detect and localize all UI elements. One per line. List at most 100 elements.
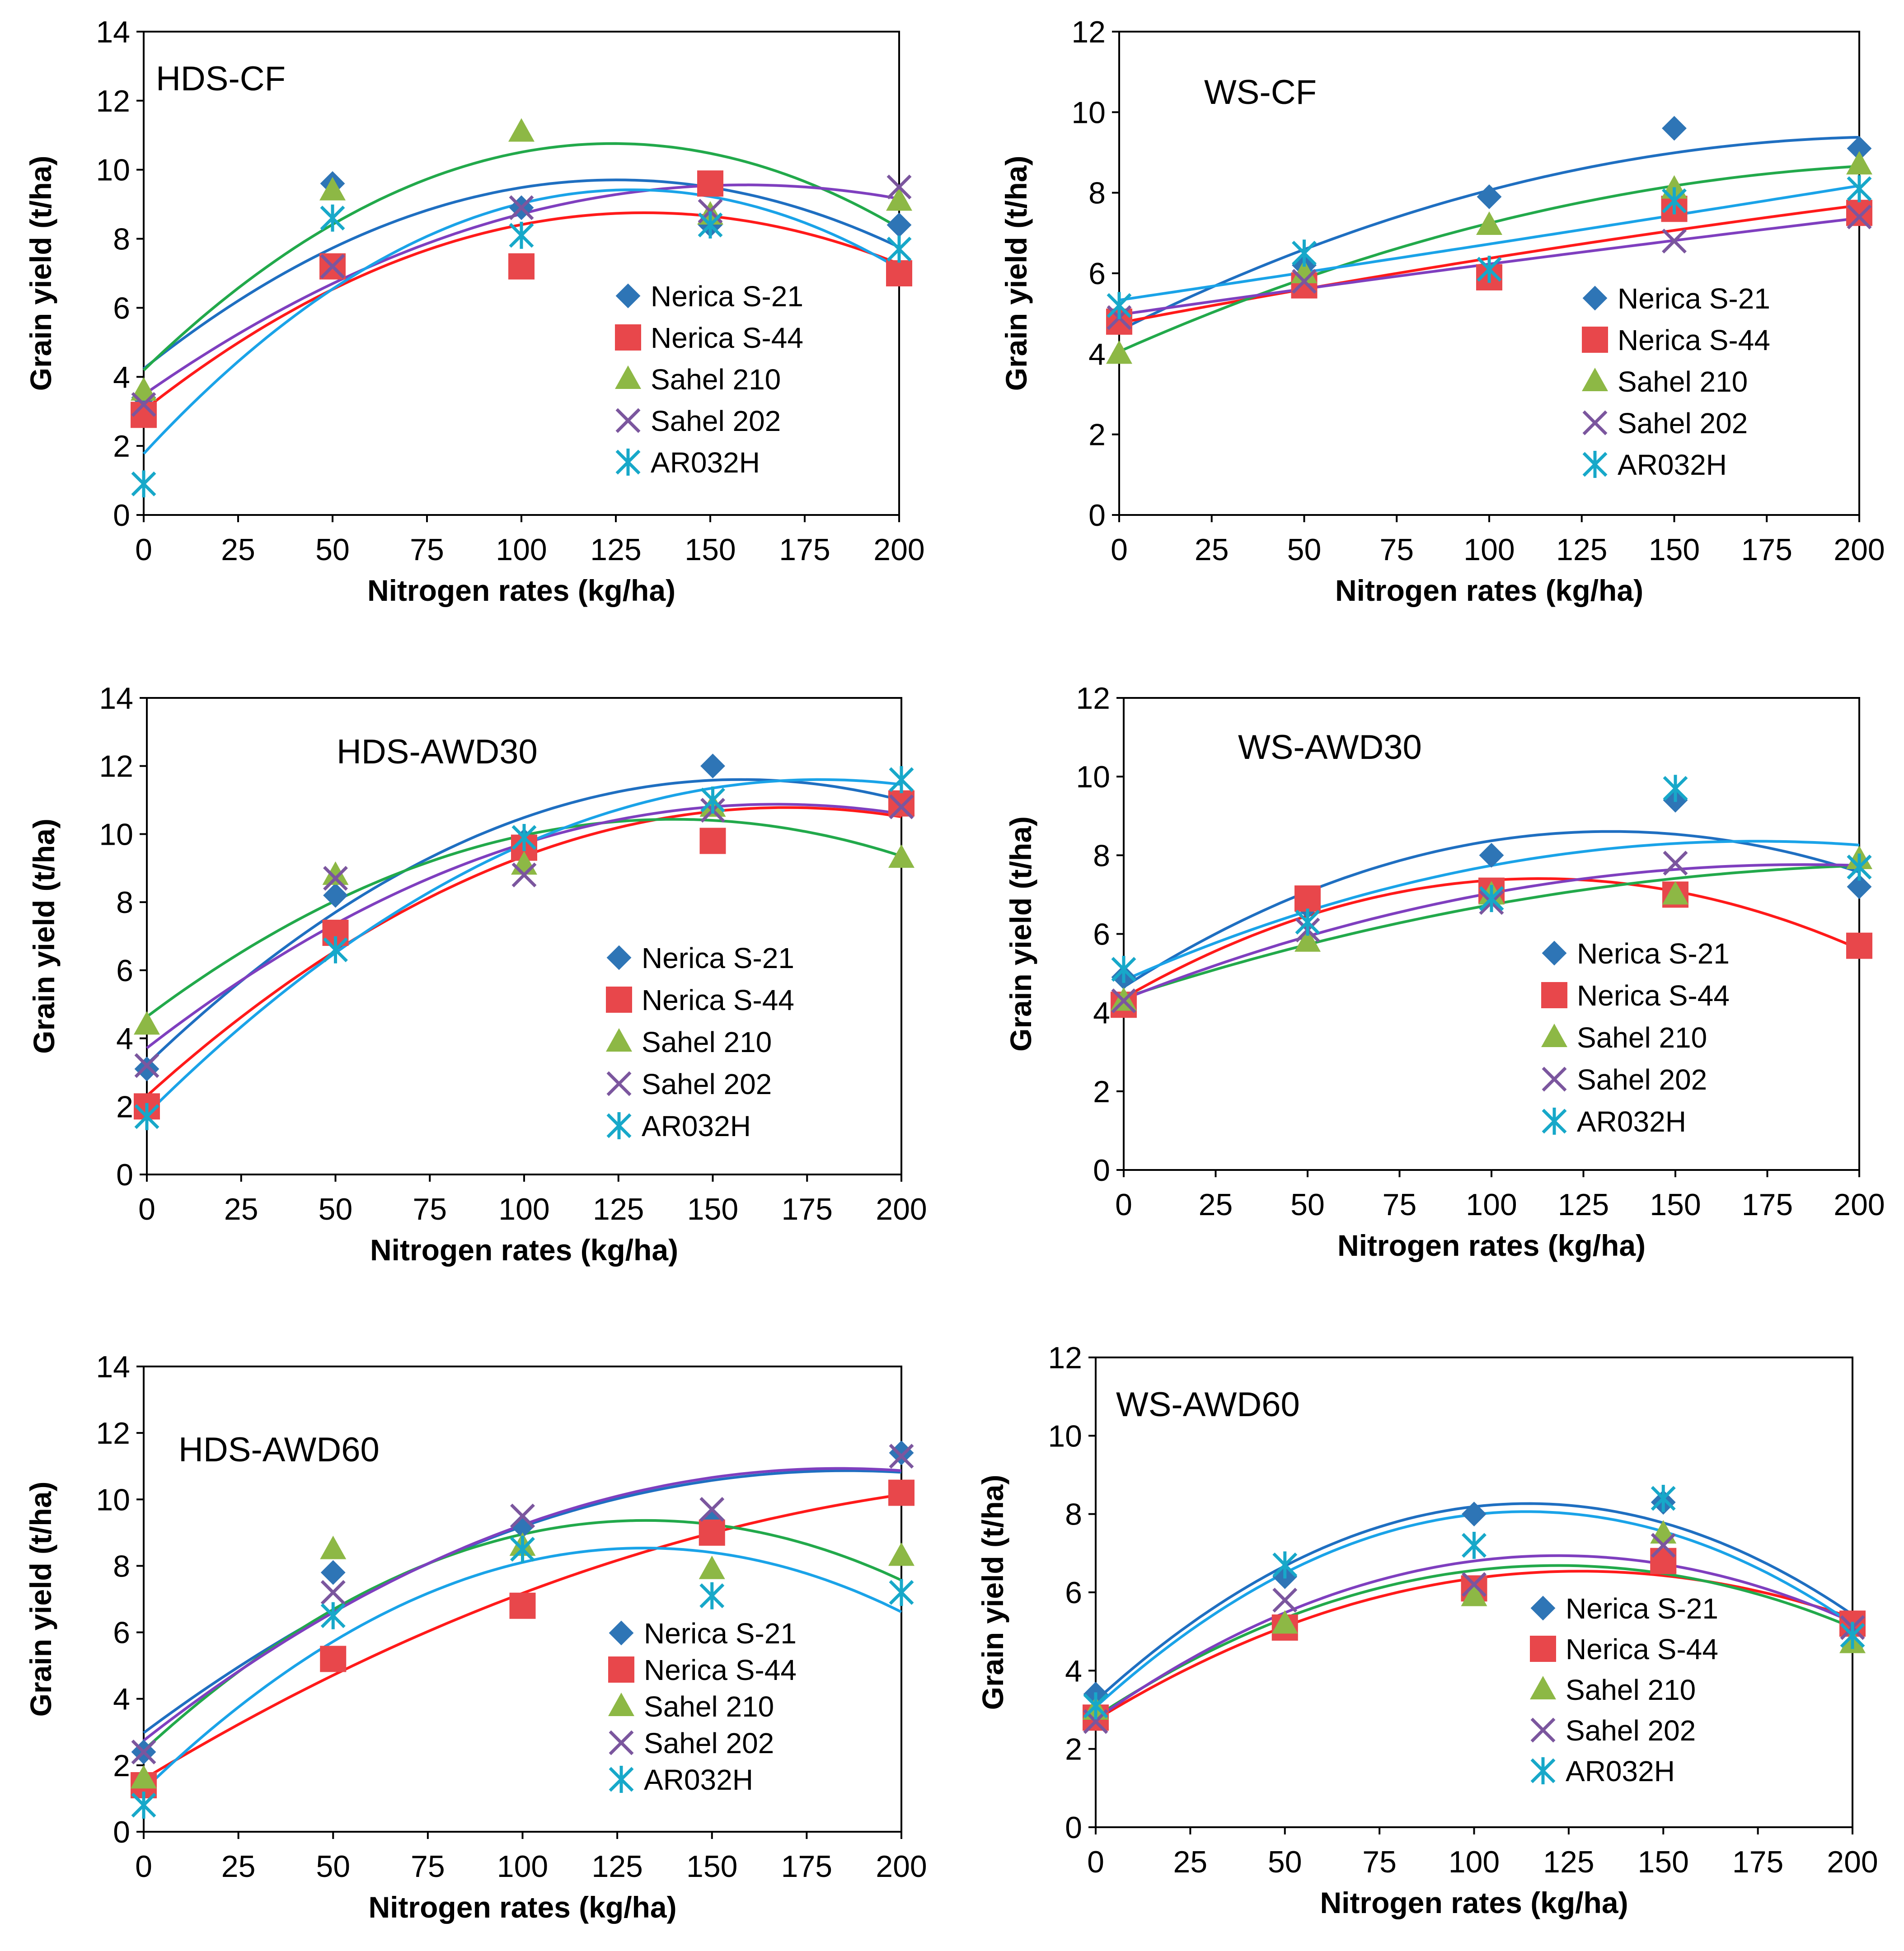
data-point: [1479, 842, 1504, 868]
data-point: [320, 204, 345, 232]
data-point: [1663, 851, 1688, 876]
legend-marker: [606, 987, 632, 1013]
x-tick-label: 175: [781, 1849, 832, 1884]
legend-label: Nerica S-21: [644, 1617, 797, 1650]
data-point: [886, 174, 912, 200]
legend-marker: [609, 1766, 634, 1793]
x-tick-label: 125: [591, 1849, 642, 1884]
trendline-sahel-202: [1095, 1554, 1853, 1721]
x-tick-label: 150: [687, 1192, 738, 1226]
x-tick-label: 150: [1650, 1188, 1701, 1222]
x-tick-label: 0: [1111, 533, 1128, 567]
data-point: [1106, 340, 1132, 364]
y-tick-label: 12: [1076, 681, 1110, 716]
data-point: [508, 118, 535, 142]
legend-marker: [1530, 1757, 1556, 1784]
legend-label: Sahel 210: [642, 1026, 772, 1058]
data-point: [508, 253, 535, 280]
x-tick-label: 25: [221, 1849, 256, 1884]
legend-label: AR032H: [651, 446, 760, 479]
panel-label: HDS-AWD60: [178, 1431, 380, 1469]
data-point: [888, 790, 914, 817]
data-point: [1846, 932, 1872, 959]
data-point: [1847, 853, 1872, 881]
x-tick-label: 75: [411, 1849, 445, 1884]
legend-marker: [1541, 1024, 1567, 1047]
x-tick-label: 100: [498, 1192, 549, 1226]
x-axis-title: Nitrogen rates (kg/ha): [368, 1890, 676, 1924]
data-point: [699, 1519, 725, 1546]
x-tick-label: 50: [1268, 1845, 1302, 1879]
y-tick-label: 0: [1093, 1153, 1110, 1188]
data-point: [131, 1765, 157, 1789]
x-tick-label: 150: [686, 1849, 737, 1884]
legend: Nerica S-21 Nerica S-44 Sahel 210 Sahel 202…: [1582, 282, 1770, 481]
x-tick-label: 100: [496, 533, 547, 567]
legend-marker: [1542, 1108, 1567, 1135]
y-tick-label: 6: [113, 291, 130, 325]
y-tick-label: 10: [96, 1483, 130, 1517]
y-tick-label: 0: [113, 1815, 130, 1849]
legend-marker: [609, 1730, 634, 1755]
trendline-sahel-210: [1095, 1564, 1853, 1718]
y-tick-label: 8: [1088, 176, 1106, 211]
x-tick-label: 75: [410, 533, 444, 567]
y-tick-label: 8: [113, 222, 130, 257]
y-tick-label: 12: [96, 84, 130, 118]
legend-marker: [606, 1112, 632, 1139]
data-point: [1477, 184, 1502, 209]
data-point: [320, 254, 345, 279]
data-point: [134, 1053, 159, 1078]
chart-panel-5: 0 2 4 6 8 10 12 14 0 25 50 75 100 125 150 175 200 Nitroge…: [24, 1350, 927, 1924]
legend-marker: [615, 408, 641, 433]
y-tick-label: 14: [99, 681, 133, 716]
legend-label: AR032H: [1566, 1755, 1675, 1787]
x-tick-label: 25: [221, 533, 255, 567]
x-tick-label: 200: [876, 1849, 927, 1884]
data-point: [1083, 1692, 1108, 1720]
y-axis-title: Grain yield (t/ha): [27, 819, 61, 1054]
data-point: [131, 392, 156, 417]
legend-label: Sahel 202: [651, 405, 781, 437]
y-tick-label: 10: [1071, 95, 1106, 130]
data-point: [699, 1555, 725, 1579]
data-point: [889, 766, 914, 793]
panel-label: WS-CF: [1204, 73, 1317, 112]
x-tick-label: 200: [1834, 533, 1885, 567]
data-point: [323, 866, 348, 891]
y-tick-label: 4: [1088, 337, 1106, 371]
legend: Nerica S-21 Nerica S-44 Sahel 210 Sahel 202…: [606, 942, 794, 1142]
y-tick-label: 4: [1065, 1654, 1082, 1688]
x-tick-label: 25: [1173, 1845, 1208, 1879]
data-point: [1846, 200, 1872, 226]
y-tick-label: 12: [1071, 15, 1106, 49]
x-axis-title: Nitrogen rates (kg/ha): [1337, 1229, 1646, 1262]
data-point: [320, 1646, 347, 1672]
x-tick-label: 175: [1742, 1188, 1793, 1222]
y-tick-label: 4: [1093, 996, 1110, 1030]
legend-label: AR032H: [1577, 1105, 1686, 1138]
y-tick-label: 0: [1065, 1811, 1082, 1845]
legend-marker: [1582, 368, 1608, 391]
y-tick-label: 6: [1065, 1576, 1082, 1610]
y-tick-label: 6: [116, 954, 133, 988]
data-point: [1662, 881, 1688, 905]
legend-marker: [1582, 285, 1608, 311]
data-point: [888, 844, 914, 868]
data-point: [1651, 1533, 1676, 1558]
y-tick-label: 12: [99, 749, 133, 784]
legend: Nerica S-21 Nerica S-44 Sahel 210 Sahel 202…: [1541, 937, 1730, 1138]
x-tick-label: 75: [1383, 1188, 1417, 1222]
chart-panel-3: 0 2 4 6 8 10 12 14 0 25 50 75 100 125 150 175 200 Nitroge…: [27, 681, 927, 1267]
data-point: [1111, 955, 1136, 983]
legend-marker: [1530, 1636, 1556, 1662]
data-point: [1107, 292, 1132, 319]
y-tick-label: 2: [113, 1749, 130, 1783]
panel-label: WS-AWD30: [1238, 728, 1422, 767]
legend-label: Sahel 210: [644, 1690, 774, 1723]
data-point: [1294, 885, 1321, 912]
trendline-nerica-s-21: [143, 178, 900, 370]
data-point: [131, 377, 157, 401]
legend-label: Nerica S-44: [1618, 324, 1770, 356]
x-tick-label: 0: [135, 533, 152, 567]
